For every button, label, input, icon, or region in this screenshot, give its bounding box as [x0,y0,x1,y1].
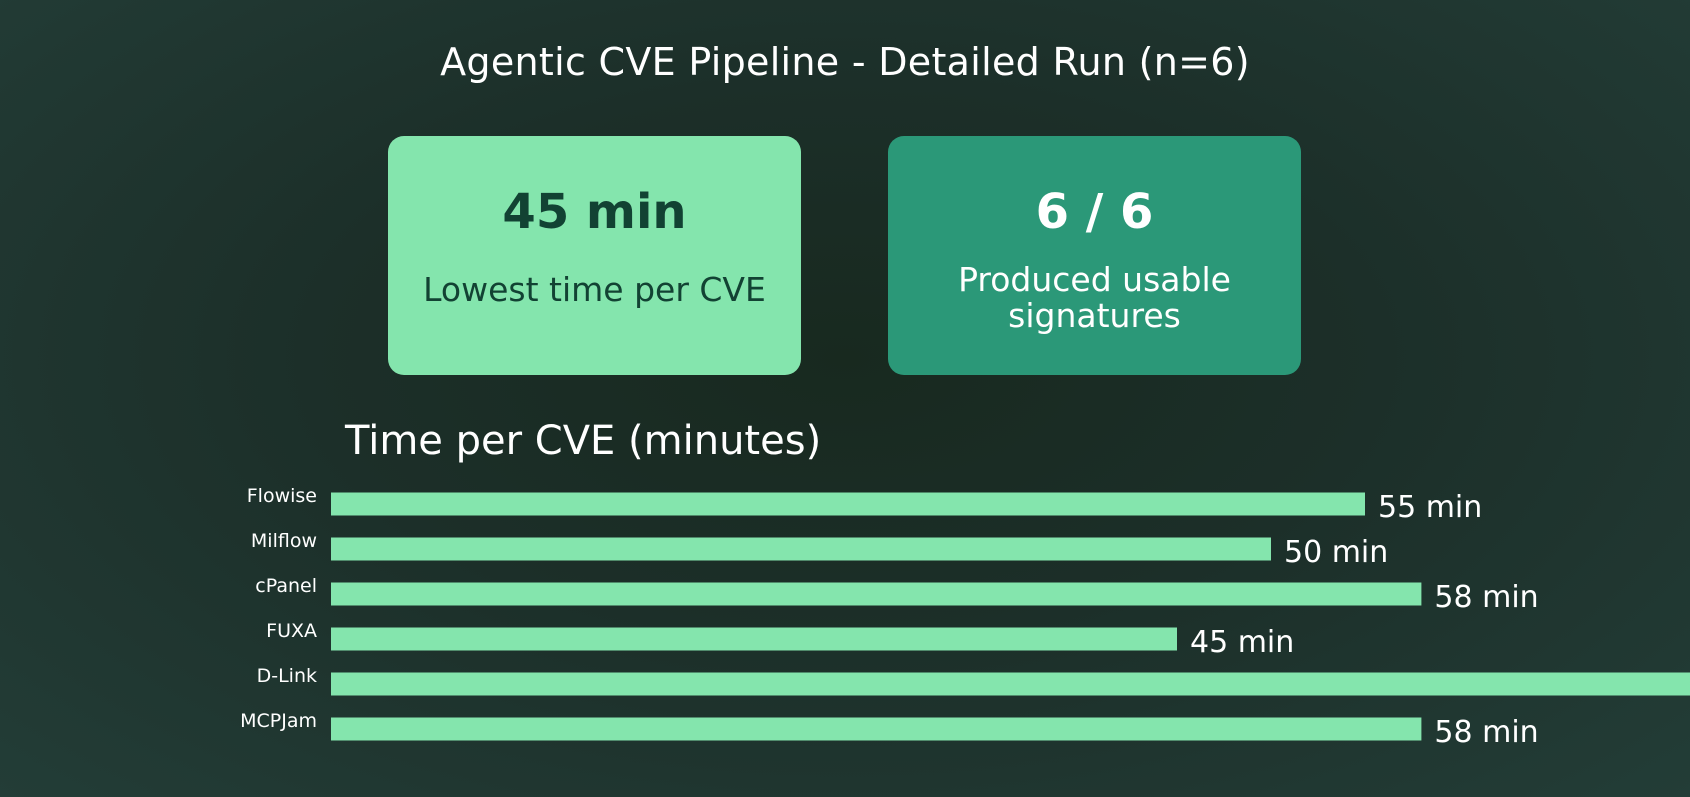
value-label-flowise: 55 min [1378,490,1482,525]
value-label-milflow: 50 min [1284,535,1388,570]
stat-value-lowest-time: 45 min [502,184,687,240]
bar-d-link [331,672,1690,696]
bar-cpanel [331,582,1422,606]
stat-label-usable-signatures: Produced usable signatures [958,260,1231,335]
chart-title: Time per CVE (minutes) [345,418,822,464]
value-label-cpanel: 58 min [1434,580,1538,615]
value-label-mcpjam: 58 min [1434,715,1538,750]
bar-flowise [331,492,1365,516]
value-label-fuxa: 45 min [1190,625,1294,660]
bar-fuxa [331,627,1177,651]
category-label-fuxa: FUXA [266,620,317,642]
stat-card-lowest-time: 45 min Lowest time per CVE [388,136,801,375]
page-title: Agentic CVE Pipeline - Detailed Run (n=6… [440,40,1250,84]
bar-mcpjam [331,717,1422,741]
category-label-cpanel: cPanel [255,575,317,597]
stat-value-usable-signatures: 6 / 6 [1035,184,1154,240]
category-label-milflow: Milflow [251,530,317,552]
stat-label-lowest-time: Lowest time per CVE [423,270,766,309]
category-label-d-link: D-Link [257,665,317,687]
bar-milflow [331,537,1271,561]
category-label-flowise: Flowise [247,485,317,507]
category-label-mcpjam: MCPJam [240,710,317,732]
stat-card-usable-signatures: 6 / 6 Produced usable signatures [888,136,1301,375]
